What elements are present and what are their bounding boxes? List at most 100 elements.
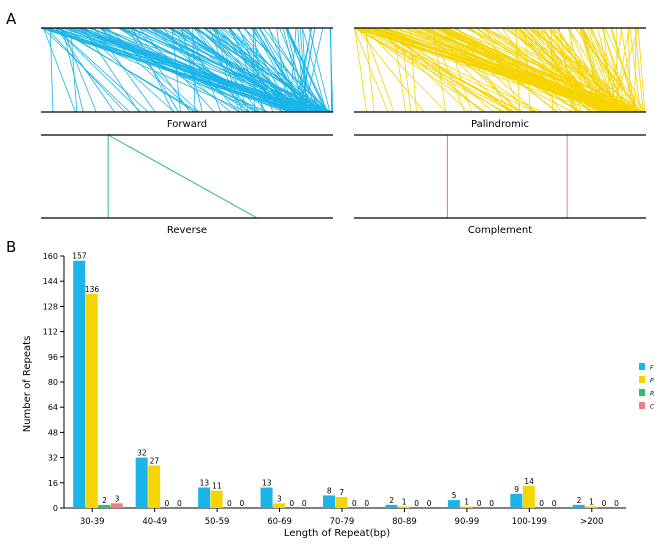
palindromic-link	[354, 27, 368, 113]
legend-swatch-P	[639, 376, 645, 383]
panel-b-label: B	[6, 238, 16, 256]
bar-value-label: 8	[327, 486, 332, 495]
palindromic-link	[432, 27, 447, 113]
bar-F-30-39	[73, 260, 86, 508]
y-tick-label: 144	[43, 277, 58, 286]
x-tick-label: 90-99	[455, 517, 480, 527]
palindromic-link	[393, 27, 494, 113]
forward-link	[195, 27, 299, 113]
x-tick-label: 100-199	[512, 517, 548, 527]
bar-value-label: 157	[72, 252, 87, 261]
palindromic-link	[440, 27, 580, 113]
bar-P-30-39	[85, 293, 98, 508]
palindromic-link	[411, 27, 536, 113]
forward-link	[99, 27, 301, 113]
palindromic-link	[542, 27, 611, 113]
bar-F-70-79	[323, 495, 335, 508]
forward-link	[303, 27, 324, 113]
palindromic-link	[637, 27, 646, 113]
bar-P->200	[585, 506, 598, 508]
y-axis-label: Number of Repeats	[22, 336, 33, 433]
y-tick-label: 16	[48, 479, 58, 488]
forward-link	[122, 27, 327, 113]
forward-link	[176, 27, 295, 113]
forward-title: Forward	[167, 119, 207, 130]
palindromic-link	[386, 27, 640, 113]
palindromic-link	[567, 27, 590, 113]
x-tick-label: 30-39	[80, 517, 105, 527]
bar-value-label: 3	[115, 494, 120, 503]
bar-value-label: 0	[302, 499, 307, 508]
palindromic-link	[549, 27, 621, 113]
bar-C-30-39	[110, 503, 123, 508]
palindromic-link	[356, 27, 487, 113]
bar-value-label: 2	[389, 496, 394, 505]
forward-link	[43, 27, 76, 113]
legend-label-F: F	[650, 365, 654, 372]
y-tick-label: 0	[53, 504, 58, 513]
y-tick-label: 96	[48, 353, 58, 362]
palindromic-link	[531, 27, 632, 113]
legend-swatch-C	[639, 402, 645, 409]
palindromic-link	[374, 27, 625, 113]
palindromic-link	[582, 27, 611, 113]
bar-value-label: 0	[602, 499, 607, 508]
forward-link	[149, 27, 255, 113]
legend-label-C: C	[650, 404, 655, 411]
forward-link	[243, 27, 330, 113]
forward-panel	[40, 27, 334, 113]
palindromic-link	[613, 27, 630, 113]
forward-link	[149, 27, 309, 113]
palindromic-link	[501, 27, 562, 113]
bar-value-label: 0	[539, 499, 544, 508]
y-tick-label: 128	[43, 302, 58, 311]
forward-link	[279, 27, 315, 113]
bar-F-60-69	[260, 487, 273, 508]
bar-value-label: 32	[137, 449, 147, 458]
bar-value-label: 0	[227, 499, 232, 508]
palindromic-link	[518, 27, 578, 113]
bar-value-label: 0	[477, 499, 482, 508]
palindromic-link	[388, 27, 483, 113]
bar-value-label: 0	[177, 499, 182, 508]
bar-value-label: 1	[402, 497, 407, 506]
forward-link	[62, 27, 97, 113]
forward-link	[158, 27, 257, 113]
bar-value-label: 1	[464, 497, 469, 506]
bar-P-50-59	[210, 490, 223, 508]
reverse-title: Reverse	[167, 225, 207, 236]
palindromic-link	[633, 27, 637, 113]
forward-link	[88, 27, 299, 113]
legend-swatch-F	[639, 363, 645, 370]
bar-value-label: 13	[262, 479, 272, 488]
bar-F->200	[572, 504, 585, 508]
palindromic-link	[356, 27, 599, 113]
palindromic-link	[457, 27, 510, 113]
palindromic-link	[360, 27, 536, 113]
palindromic-link	[475, 27, 593, 113]
bar-P-70-79	[335, 496, 348, 508]
bar-P-80-89	[397, 506, 410, 508]
forward-link	[236, 27, 312, 113]
bar-F-40-49	[135, 457, 148, 508]
palindromic-link	[437, 27, 635, 113]
forward-link	[285, 27, 328, 113]
bar-value-label: 136	[85, 285, 100, 294]
palindromic-link	[627, 27, 631, 113]
palindromic-link	[354, 27, 389, 113]
palindromic-link	[392, 27, 407, 113]
bar-value-label: 0	[489, 499, 494, 508]
bar-value-label: 3	[277, 494, 282, 503]
bar-value-label: 1	[589, 497, 594, 506]
forward-link	[56, 27, 115, 113]
palindromic-link	[546, 27, 627, 113]
forward-link	[65, 27, 268, 113]
bar-value-label: 2	[577, 496, 582, 505]
palindromic-link	[568, 27, 608, 113]
forward-link	[94, 27, 156, 113]
forward-link	[70, 27, 78, 113]
forward-link	[289, 27, 297, 113]
